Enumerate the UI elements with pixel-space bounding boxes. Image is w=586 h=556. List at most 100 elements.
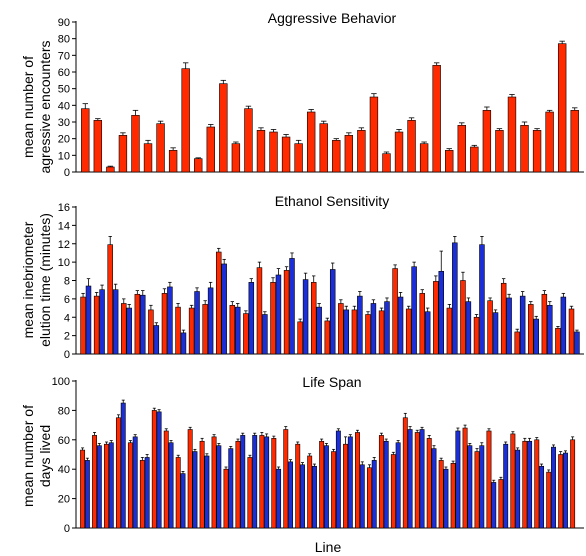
panel-3-bar-s2-32 [455, 430, 461, 529]
panel-3-bar-s1-37 [510, 433, 516, 529]
panel-1-bar-s1-29 [432, 65, 441, 173]
panel-2-bar-s2-22 [370, 303, 377, 355]
panel-2-bar-s2-24 [397, 296, 404, 355]
panel-3-bar-s2-14 [240, 435, 246, 529]
panel-1-bar-s1-24 [369, 96, 379, 173]
panel-1-bar-s1-37 [532, 130, 542, 173]
panel-1-bar-s1-38 [545, 111, 554, 173]
panel-1-bar-s1-16 [269, 131, 278, 173]
panel-2-title: Ethanol Sensitivity [275, 193, 389, 209]
panel-3-bar-s2-19 [300, 464, 305, 529]
panel-1-bar-s1-5 [131, 115, 140, 173]
panel-2-bar-s2-25 [411, 266, 417, 355]
panel-3-bar-s1-20 [307, 455, 313, 529]
panel-2-bar-s2-13 [248, 282, 255, 355]
panel-2-bar-s1-35 [541, 293, 548, 355]
panel-3-bar-s2-26 [383, 440, 389, 529]
panel-2-y-tick-label: 2 [64, 331, 70, 343]
panel-2-bar-s2-12 [234, 306, 241, 355]
panel-1-bar-s1-26 [394, 131, 404, 173]
panel-2-bar-s1-34 [528, 304, 534, 355]
panel-1-title: Aggressive Behavior [268, 10, 397, 26]
panel-1-bar-s1-23 [357, 130, 366, 173]
panel-3-bar-s2-23 [347, 436, 353, 529]
panel-2-bar-s2-16 [289, 258, 295, 355]
panel-3-bar-s2-41 [563, 452, 568, 529]
panel-2-bar-s2-8 [180, 332, 187, 355]
panel-1-bar-s1-30 [445, 150, 454, 173]
panel-3-bar-s2-28 [407, 429, 413, 529]
panel-2-bar-s1-13 [243, 313, 249, 355]
panel-1-bar-s1-40 [570, 110, 579, 173]
panel-3-bar-s1-17 [271, 438, 277, 529]
panel-2-bar-s1-1 [80, 296, 86, 355]
panel-2-bar-s1-15 [270, 282, 276, 355]
panel-3-bar-s1-3 [104, 443, 109, 529]
panel-1-y-tick-label: 50 [58, 84, 70, 96]
panel-1-y-tick-label: 30 [58, 117, 70, 129]
panel-3-y-axis-label-line: mean number of [20, 405, 36, 507]
panel-3-y-tick-label: 80 [58, 405, 70, 417]
panel-2-bar-s2-23 [384, 301, 390, 355]
panel-2-y-tick-label: 8 [64, 276, 70, 288]
panel-2-y-axis-label: mean inebriometerelution time (minutes) [20, 213, 53, 347]
panel-3-bar-s2-4 [120, 402, 126, 529]
panel-1-y-axis-label-line: mean number of [20, 56, 36, 158]
panel-3-bar-s2-37 [515, 449, 521, 529]
panel-1-bar-s1-35 [507, 96, 517, 173]
panel-3-bar-s1-7 [151, 410, 157, 529]
panel-3-bar-s2-38 [527, 440, 533, 529]
panel-1-bar-s1-20 [319, 123, 328, 173]
panel-1-bar-s1-1 [81, 108, 90, 173]
panel-1-y-tick-label: 10 [58, 150, 70, 162]
panel-2-bar-s1-5 [134, 293, 141, 355]
panel-2-bar-s2-10 [207, 287, 214, 355]
panel-3-bar-s2-22 [335, 430, 341, 529]
panel-3-bar-s2-25 [371, 460, 377, 529]
panel-3-bar-s2-29 [419, 429, 425, 529]
panel-3-bar-s2-11 [204, 455, 210, 529]
panel-3-bar-s1-26 [378, 435, 384, 529]
panel-1-y-axis-label-line: agressive encounters [37, 40, 53, 173]
panel-3-bar-s1-21 [319, 440, 325, 529]
panel-1-bar-s1-11 [206, 126, 215, 173]
panel-3-y-tick-label: 60 [58, 435, 70, 447]
panel-2-bar-s2-20 [343, 309, 350, 355]
panel-2-bar-s2-14 [262, 314, 268, 355]
panel-3-bar-s2-18 [288, 461, 294, 529]
panel-3-bar-s1-2 [92, 435, 97, 529]
panel-1-bar-s1-4 [118, 135, 128, 173]
panel-2-bar-s1-22 [365, 314, 371, 355]
panel-2-bar-s1-7 [161, 293, 168, 355]
panel-3-bar-s1-16 [259, 435, 265, 529]
panel-3-bar-s1-34 [474, 451, 480, 529]
panel-3-y-tick-label: 100 [52, 376, 70, 388]
panel-2-bar-s2-33 [519, 295, 526, 355]
panel-3-bar-s2-12 [216, 445, 222, 529]
panel-2-bar-s2-5 [140, 294, 146, 355]
panel-2-y-tick-label: 12 [58, 239, 70, 251]
panel-3-bar-s1-28 [402, 417, 408, 529]
panel-1-y-tick-label: 0 [64, 167, 70, 179]
panel-2-bar-s2-30 [479, 244, 485, 355]
panel-3-bar-s2-1 [84, 460, 90, 529]
panel-2-bar-s2-9 [194, 291, 200, 355]
panel-1-bar-s1-27 [407, 120, 416, 173]
panel-3-bar-s1-6 [139, 460, 145, 529]
panel-3-bar-s1-18 [283, 429, 289, 529]
panel-3-bar-s1-25 [366, 467, 372, 529]
panel-1-bar-s1-21 [332, 140, 341, 173]
panel-3-bar-s1-41 [558, 454, 564, 529]
panel-3-bar-s2-27 [395, 442, 401, 529]
panel-1-y-tick-label: 80 [58, 34, 70, 46]
panel-2-bar-s1-36 [555, 327, 561, 355]
panel-3-bar-s2-3 [108, 442, 114, 529]
panel-2-bar-s2-31 [492, 312, 499, 355]
panel-3-y-tick-label: 0 [64, 523, 70, 535]
panel-2-bar-s1-8 [175, 306, 181, 355]
panel-3-bar-s1-1 [80, 449, 86, 529]
panel-2-bar-s2-26 [424, 311, 431, 355]
panel-3-bar-s2-15 [252, 435, 258, 529]
panel-2-bar-s1-25 [405, 308, 412, 355]
